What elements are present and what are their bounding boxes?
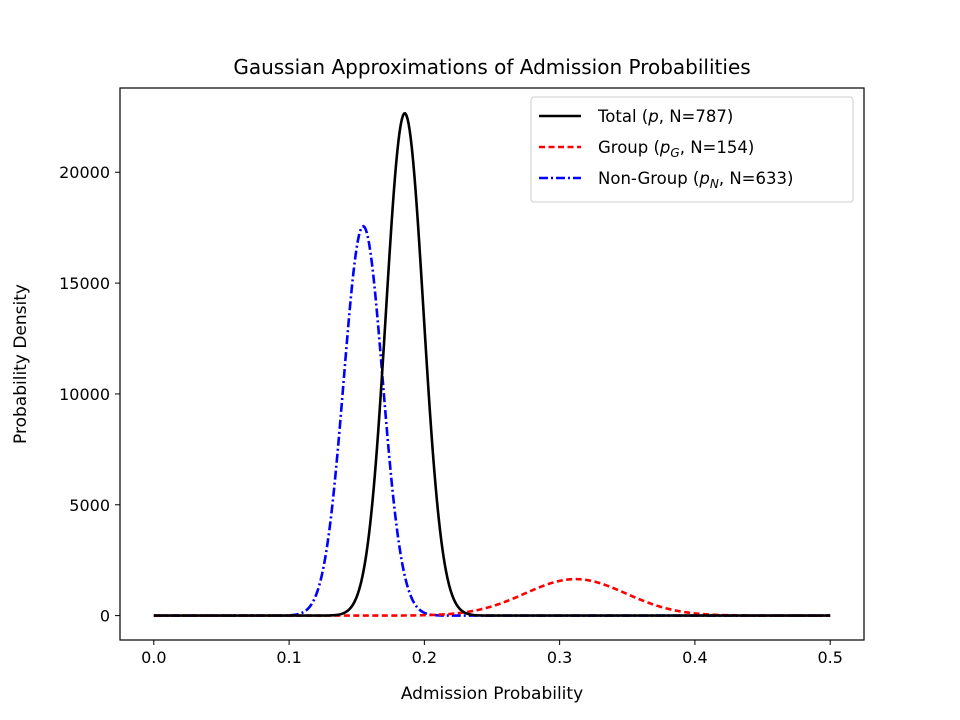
legend-entry: Group (pG, N=154) — [598, 138, 754, 160]
x-tick-label: 0.1 — [276, 648, 301, 667]
y-tick-label: 10000 — [59, 385, 110, 404]
series-line-0 — [153, 112, 831, 617]
x-tick-label: 0.3 — [547, 648, 572, 667]
x-tick-label: 0.5 — [817, 648, 842, 667]
legend-entry: Non-Group (pN, N=633) — [598, 169, 793, 191]
chart-title: Gaussian Approximations of Admission Pro… — [233, 55, 750, 79]
series-line-2 — [153, 224, 831, 617]
x-tick-label: 0.0 — [141, 648, 166, 667]
legend-entry: Total (p, N=787) — [597, 107, 733, 126]
x-axis-label: Admission Probability — [401, 684, 583, 704]
plot-frame — [119, 87, 865, 641]
y-tick-label: 20000 — [59, 163, 110, 182]
y-axis: 0 5000 10000 15000 20000 — [59, 163, 120, 626]
x-tick-label: 0.4 — [682, 648, 707, 667]
legend-box — [530, 96, 854, 203]
y-tick-label: 15000 — [59, 274, 110, 293]
y-tick-label: 5000 — [69, 496, 110, 515]
legend: Total (p, N=787) Group (pG, N=154) Non-Gro… — [530, 96, 854, 203]
y-tick-label: 0 — [100, 607, 110, 626]
plot-lines — [153, 112, 831, 617]
series-line-1 — [153, 577, 831, 617]
x-tick-label: 0.2 — [412, 648, 437, 667]
y-axis-label: Probability Density — [11, 284, 31, 444]
x-axis: 0.0 0.1 0.2 0.3 0.4 0.5 — [141, 640, 843, 667]
